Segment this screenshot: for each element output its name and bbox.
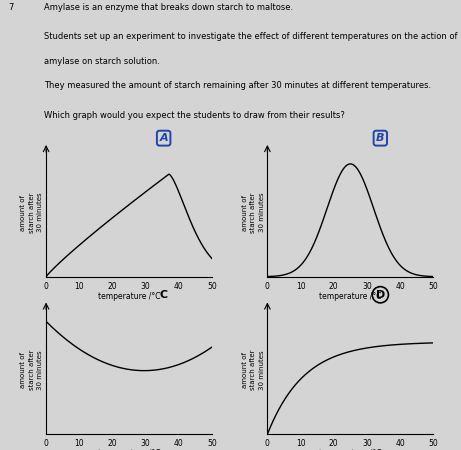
Y-axis label: amount of
starch after
30 minutes: amount of starch after 30 minutes: [242, 350, 265, 391]
Text: Which graph would you expect the students to draw from their results?: Which graph would you expect the student…: [44, 111, 345, 120]
Text: C: C: [160, 290, 168, 300]
Y-axis label: amount of
starch after
30 minutes: amount of starch after 30 minutes: [242, 193, 265, 233]
Text: A: A: [160, 133, 168, 143]
Text: B: B: [376, 133, 384, 143]
X-axis label: temperature /°C: temperature /°C: [319, 292, 382, 301]
Text: 7: 7: [8, 3, 14, 12]
Y-axis label: amount of
starch after
30 minutes: amount of starch after 30 minutes: [20, 350, 43, 391]
Text: amylase on starch solution.: amylase on starch solution.: [44, 57, 160, 66]
Text: Amylase is an enzyme that breaks down starch to maltose.: Amylase is an enzyme that breaks down st…: [44, 3, 293, 12]
Text: D: D: [376, 290, 385, 300]
Text: Students set up an experiment to investigate the effect of different temperature: Students set up an experiment to investi…: [44, 32, 457, 41]
Text: They measured the amount of starch remaining after 30 minutes at different tempe: They measured the amount of starch remai…: [44, 81, 431, 90]
X-axis label: temperature /°C: temperature /°C: [98, 292, 160, 301]
Y-axis label: amount of
starch after
30 minutes: amount of starch after 30 minutes: [20, 193, 43, 233]
